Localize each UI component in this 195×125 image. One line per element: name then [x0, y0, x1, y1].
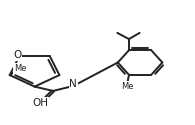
- Text: Me: Me: [14, 64, 26, 73]
- Text: N: N: [69, 79, 77, 89]
- Text: OH: OH: [32, 98, 48, 108]
- Text: O: O: [13, 50, 21, 60]
- Text: Me: Me: [121, 82, 133, 91]
